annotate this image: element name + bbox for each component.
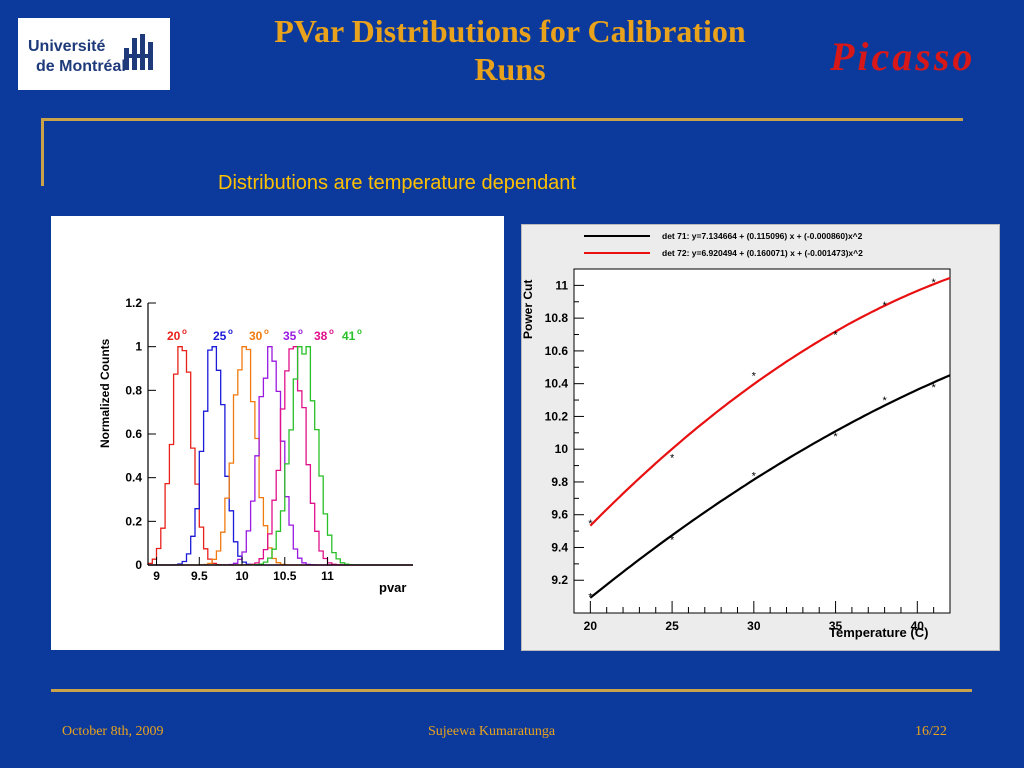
top-rule <box>41 118 963 121</box>
y-tick-label: 11 <box>555 278 568 292</box>
y-tick-label: 10 <box>555 442 569 456</box>
y-tick-label: 0.8 <box>125 383 142 397</box>
x-tick-label: 10 <box>235 569 249 583</box>
data-point: * <box>833 330 838 342</box>
data-point: * <box>588 592 593 604</box>
y-tick-label: 0 <box>135 558 142 572</box>
y-tick-label: 0.6 <box>125 427 142 441</box>
temperature-label-20: 20 <box>167 329 181 343</box>
x-axis-label: Temperature (C) <box>829 625 928 640</box>
footer-author: Sujeewa Kumaratunga <box>428 724 556 739</box>
temperature-label-38: 38 <box>314 329 328 343</box>
temperature-label-30: 30 <box>249 329 263 343</box>
x-tick-label: 35 <box>829 619 843 633</box>
data-point: * <box>752 370 757 382</box>
data-point: * <box>670 452 675 464</box>
power-cut-panel: * * * * * * * * * * * * 9.2 9.4 9.6 9.8 10 10.2 10.4 10.6 1… <box>521 224 1000 651</box>
udem-emblem-icon <box>124 34 153 70</box>
fit-curve-0 <box>589 374 951 599</box>
left-rule <box>41 118 44 186</box>
temperature-label-41: 41 <box>342 329 356 343</box>
data-point: * <box>670 534 675 546</box>
y-tick-label: 9.2 <box>551 573 568 587</box>
universite-de-montreal-logo: Université de Montréal <box>18 18 170 90</box>
slide-subtitle: Distributions are temperature dependant <box>218 172 576 194</box>
y-tick-label: 9.8 <box>551 475 568 489</box>
x-axis-label: pvar <box>379 580 406 595</box>
legend-label-1: det 72: y=6.920494 + (0.160071) x + (-0.… <box>662 248 863 258</box>
footer-date: October 8th, 2009 <box>62 724 164 739</box>
title-line-1: PVar Distributions for Calibration <box>274 13 746 49</box>
bottom-rule <box>51 689 972 692</box>
data-point: * <box>932 277 937 289</box>
y-axis-label: Power Cut <box>522 280 535 339</box>
legend-label-0: det 71: y=7.134664 + (0.115096) x + (-0.… <box>662 231 863 241</box>
x-tick-label: 9.5 <box>191 569 208 583</box>
y-tick-label: 10.4 <box>545 377 569 391</box>
x-tick-label: 11 <box>321 569 334 583</box>
data-point: * <box>932 382 937 394</box>
degree-superscript: o <box>329 327 334 336</box>
title-line-2: Runs <box>474 51 546 87</box>
y-tick-label: 1 <box>135 340 142 354</box>
data-point: * <box>882 395 887 407</box>
y-tick-label: 0.2 <box>125 514 142 528</box>
x-tick-label: 25 <box>665 619 679 633</box>
power-cut-chart: * * * * * * * * * * * * 9.2 9.4 9.6 9.8 10 10.2 10.4 10.6 1… <box>521 231 951 640</box>
data-point: * <box>752 470 757 482</box>
x-tick-label: 9 <box>153 569 160 583</box>
x-tick-label: 20 <box>584 619 598 633</box>
y-tick-label: 9.6 <box>551 508 568 522</box>
plot-frame <box>573 268 951 614</box>
degree-superscript: o <box>228 327 233 336</box>
degree-superscript: o <box>264 327 269 336</box>
y-tick-label: 0.4 <box>125 471 142 485</box>
x-tick-label: 10.5 <box>273 569 297 583</box>
y-tick-label: 9.4 <box>551 540 568 554</box>
degree-superscript: o <box>357 327 362 336</box>
temperature-label-25: 25 <box>213 329 227 343</box>
y-tick-label: 10.2 <box>545 409 569 423</box>
y-tick-label: 10.8 <box>545 311 569 325</box>
picasso-logo-text: Picasso <box>829 34 975 79</box>
y-axis-label: Normalized Counts <box>98 338 112 448</box>
temperature-label-35: 35 <box>283 329 297 343</box>
y-tick-label: 10.6 <box>545 344 569 358</box>
logo-text-line2: de Montréal <box>36 58 126 75</box>
pvar-histogram-chart: 00.20.40.60.811.2 9 9.5 10 10.5 11 20 o 25 o 30 o… <box>98 296 413 595</box>
x-tick-label: 30 <box>747 619 761 633</box>
logo-text-line1: Université <box>28 38 106 55</box>
histogram-series-4 <box>148 346 413 566</box>
fit-curve-1 <box>589 276 951 527</box>
data-point: * <box>833 431 838 443</box>
data-point: * <box>882 300 887 312</box>
data-point: * <box>588 518 593 530</box>
degree-superscript: o <box>182 327 187 336</box>
footer-page-number: 16/22 <box>915 724 947 739</box>
degree-superscript: o <box>298 327 303 336</box>
slide-title: PVar Distributions for Calibration Runs <box>190 12 830 88</box>
picasso-logo: Picasso <box>829 34 975 79</box>
y-tick-label: 1.2 <box>125 296 142 310</box>
histogram-panel: 0 0.2 0.4 0.6 0.8 1 1.2 9 9.5 10 10.5 11 20 o 25 o 30 o… <box>51 216 504 650</box>
x-tick-label: 40 <box>911 619 925 633</box>
